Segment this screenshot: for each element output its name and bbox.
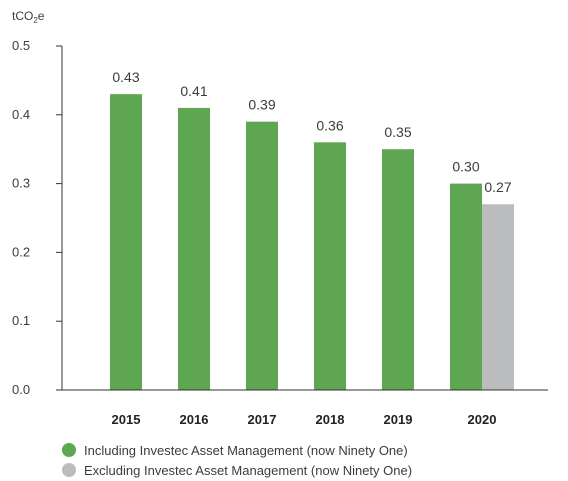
legend: Including Investec Asset Management (now… (62, 440, 412, 480)
bar-2017-series-0 (246, 121, 278, 391)
legend-swatch-excluding (62, 463, 76, 477)
x-category-label: 2020 (468, 412, 497, 427)
y-tick-label: 0.0 (12, 382, 30, 397)
y-axis: 0.0 0.1 0.2 0.3 0.4 0.5 (12, 38, 63, 397)
data-label-2016-series-0: 0.41 (180, 83, 207, 99)
x-axis: 2015 2016 2017 2018 2019 2020 (62, 389, 548, 427)
data-label-2019-series-0: 0.35 (384, 124, 411, 140)
data-label-2018-series-0: 0.36 (316, 117, 343, 133)
x-category-label: 2015 (112, 412, 141, 427)
bar-2015-series-0 (110, 94, 142, 390)
y-axis-unit-label: tCO2e (12, 9, 45, 25)
bars: 0.43 0.41 0.39 0.36 0.35 0.30 0.27 (110, 69, 514, 391)
x-category-label: 2017 (248, 412, 277, 427)
legend-swatch-including (62, 443, 76, 457)
bar-2020-series-1 (482, 204, 514, 390)
y-tick-label: 0.5 (12, 38, 30, 53)
legend-item-including: Including Investec Asset Management (now… (62, 440, 412, 460)
bar-2018-series-0 (314, 142, 346, 390)
bar-2019-series-0 (382, 149, 414, 390)
bar-2020-series-0 (450, 183, 482, 390)
y-tick-label: 0.4 (12, 107, 30, 122)
x-category-label: 2016 (180, 412, 209, 427)
legend-item-excluding: Excluding Investec Asset Management (now… (62, 460, 412, 480)
legend-label-including: Including Investec Asset Management (now… (84, 442, 408, 458)
data-label-2020-series-0: 0.30 (452, 159, 479, 175)
bar-2016-series-0 (178, 107, 210, 391)
x-category-label: 2019 (384, 412, 413, 427)
legend-label-excluding: Excluding Investec Asset Management (now… (84, 462, 413, 478)
data-label-2020-series-1: 0.27 (484, 179, 511, 195)
y-tick-label: 0.2 (12, 244, 30, 259)
data-label-2015-series-0: 0.43 (112, 69, 139, 85)
y-tick-label: 0.1 (12, 313, 30, 328)
x-category-label: 2018 (316, 412, 345, 427)
data-label-2017-series-0: 0.39 (248, 97, 275, 113)
y-tick-label: 0.3 (12, 176, 30, 191)
